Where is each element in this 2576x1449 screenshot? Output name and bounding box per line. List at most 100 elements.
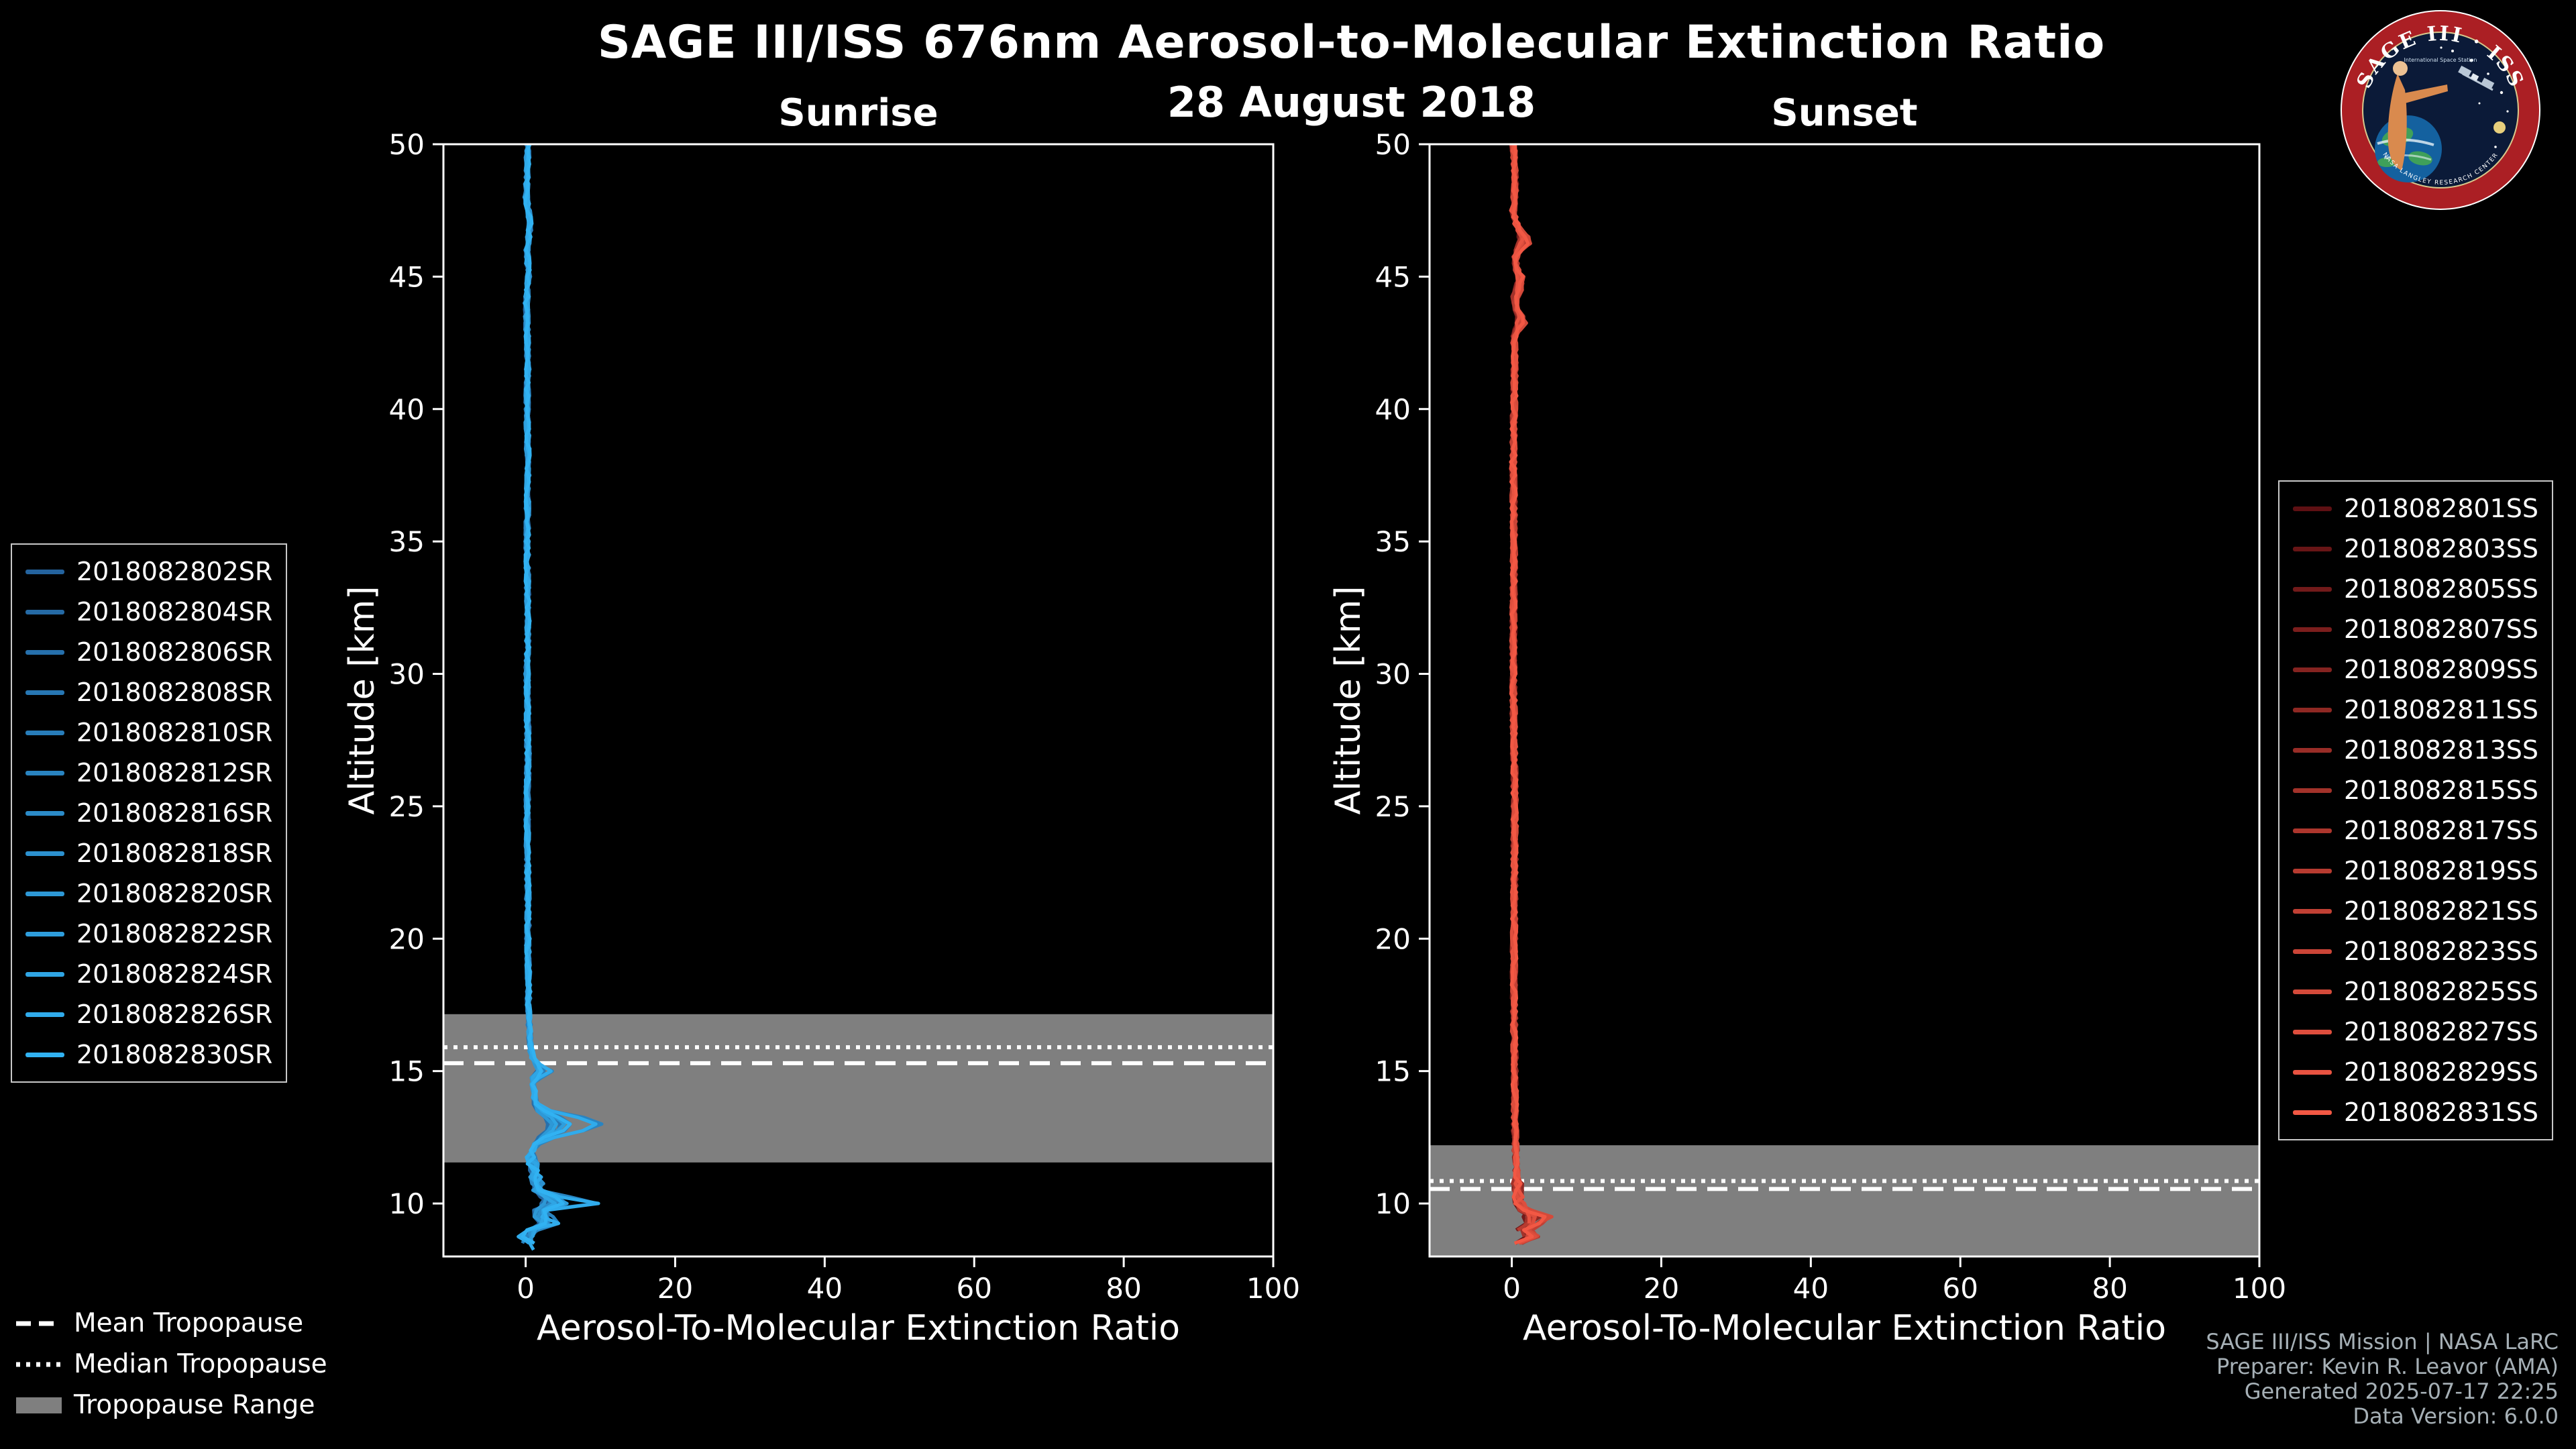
legend-line-swatch [25, 891, 64, 896]
legend-label: 2018082831SS [2343, 1097, 2538, 1127]
legend-label: 2018082820SR [76, 879, 273, 908]
tropopause-range-legend-item: Tropopause Range [15, 1385, 327, 1426]
legend-line-swatch [25, 1012, 64, 1017]
legend-label: 2018082822SR [76, 919, 273, 949]
sage-iii-iss-patch: SAGE III · ISS International Space Stati… [2341, 10, 2540, 210]
legend-item: 2018082831SS [2292, 1092, 2538, 1132]
legend-item: 2018082803SS [2292, 529, 2538, 569]
sunrise-axes-box [442, 143, 1275, 1258]
gray-band-swatch [16, 1397, 62, 1413]
y-tick-label: 30 [1375, 658, 1411, 691]
x-tick-label: 0 [1503, 1272, 1521, 1305]
x-tick-label: 20 [657, 1272, 693, 1305]
legend-item: 2018082804SR [25, 592, 272, 632]
legend-line-swatch [2292, 868, 2332, 873]
tropopause-range-label: Tropopause Range [74, 1390, 315, 1420]
legend-line-swatch [25, 730, 64, 735]
legend-line-swatch [2292, 506, 2332, 511]
median-tropopause-legend-item: Median Tropopause [15, 1344, 327, 1385]
y-tick-label: 25 [389, 790, 425, 823]
legend-item: 2018082808SR [25, 672, 272, 712]
sage-iii-iss-logo: SAGE III · ISS International Space Stati… [2340, 9, 2541, 211]
patch-subtitle-text: International Space Station [2404, 57, 2477, 63]
legend-line-swatch [2292, 949, 2332, 954]
x-tick-label: 0 [517, 1272, 535, 1305]
dotted-line-swatch [16, 1362, 62, 1366]
legend-item: 2018082813SS [2292, 730, 2538, 770]
sunset-axes-box [1428, 143, 2261, 1258]
legend-item: 2018082811SS [2292, 690, 2538, 730]
moon-icon [2493, 121, 2506, 133]
legend-item: 2018082809SS [2292, 649, 2538, 690]
legend-line-swatch [2292, 908, 2332, 914]
legend-line-swatch [2292, 747, 2332, 753]
y-tick-label: 35 [389, 525, 425, 558]
legend-item: 2018082827SS [2292, 1012, 2538, 1052]
x-tick-label: 40 [807, 1272, 843, 1305]
iss-icon [2458, 65, 2495, 91]
legend-line-swatch [2292, 627, 2332, 632]
figure-title: SAGE III/ISS 676nm Aerosol-to-Molecular … [597, 16, 2106, 69]
legend-label: 2018082824SR [76, 959, 273, 989]
x-tick-label: 60 [1943, 1272, 1978, 1305]
legend-line-swatch [25, 609, 64, 614]
mean-tropopause-legend-item: Mean Tropopause [15, 1303, 327, 1344]
y-tick-label: 25 [1375, 790, 1411, 823]
legend-label: 2018082803SS [2343, 534, 2538, 564]
legend-line-swatch [25, 569, 64, 574]
legend-item: 2018082821SS [2292, 891, 2538, 931]
figure-date: 28 August 2018 [1167, 78, 1536, 127]
legend-item: 2018082807SS [2292, 609, 2538, 649]
y-tick-label: 20 [1375, 922, 1411, 955]
legend-label: 2018082825SS [2343, 977, 2538, 1006]
legend-item: 2018082817SS [2292, 810, 2538, 851]
legend-label: 2018082808SR [76, 678, 273, 707]
legend-item: 2018082812SR [25, 753, 272, 793]
legend-label: 2018082807SS [2343, 614, 2538, 644]
legend-item: 2018082806SR [25, 632, 272, 672]
sunset-tropopause-range-band [1430, 1145, 2259, 1256]
legend-line-swatch [2292, 546, 2332, 551]
y-tick-label: 15 [389, 1055, 425, 1088]
sunrise-panel-title: Sunrise [778, 91, 938, 135]
legend-line-swatch [2292, 1110, 2332, 1115]
y-tick-label: 45 [1375, 260, 1411, 293]
x-tick-label: 80 [2092, 1272, 2127, 1305]
legend-label: 2018082818SR [76, 839, 273, 868]
legend-line-swatch [25, 931, 64, 936]
legend-line-swatch [25, 770, 64, 775]
legend-line-swatch [2292, 989, 2332, 994]
legend-item: 2018082805SS [2292, 569, 2538, 609]
y-tick-label: 10 [1375, 1187, 1411, 1220]
legend-label: 2018082804SR [76, 597, 273, 627]
legend-label: 2018082813SS [2343, 735, 2538, 765]
legend-label: 2018082802SR [76, 557, 273, 586]
y-tick-label: 40 [1375, 393, 1411, 426]
legend-label: 2018082830SR [76, 1040, 273, 1069]
legend-item: 2018082816SR [25, 793, 272, 833]
median-tropopause-label: Median Tropopause [74, 1349, 327, 1379]
legend-line-swatch [25, 851, 64, 856]
legend-line-swatch [2292, 667, 2332, 672]
legend-item: 2018082826SR [25, 994, 272, 1034]
legend-item: 2018082822SR [25, 914, 272, 954]
legend-label: 2018082829SS [2343, 1057, 2538, 1087]
sunrise-tropopause-range-band [443, 1014, 1273, 1163]
y-tick-label: 40 [389, 393, 425, 426]
y-tick-label: 20 [389, 922, 425, 955]
legend-label: 2018082806SR [76, 637, 273, 667]
legend-item: 2018082829SS [2292, 1052, 2538, 1092]
legend-line-swatch [25, 649, 64, 655]
sunrise-x-axis-label: Aerosol-To-Molecular Extinction Ratio [536, 1308, 1181, 1348]
legend-item: 2018082815SS [2292, 770, 2538, 810]
legend-label: 2018082826SR [76, 1000, 273, 1029]
legend-label: 2018082817SS [2343, 816, 2538, 845]
x-tick-label: 40 [1793, 1272, 1829, 1305]
x-tick-label: 20 [1644, 1272, 1679, 1305]
legend-line-swatch [2292, 828, 2332, 833]
dashed-line-swatch [16, 1321, 62, 1326]
legend-line-swatch [2292, 707, 2332, 712]
y-tick-label: 50 [1375, 128, 1411, 161]
legend-line-swatch [25, 810, 64, 816]
credit-preparer: Preparer: Kevin R. Leavor (AMA) [2216, 1354, 2559, 1379]
